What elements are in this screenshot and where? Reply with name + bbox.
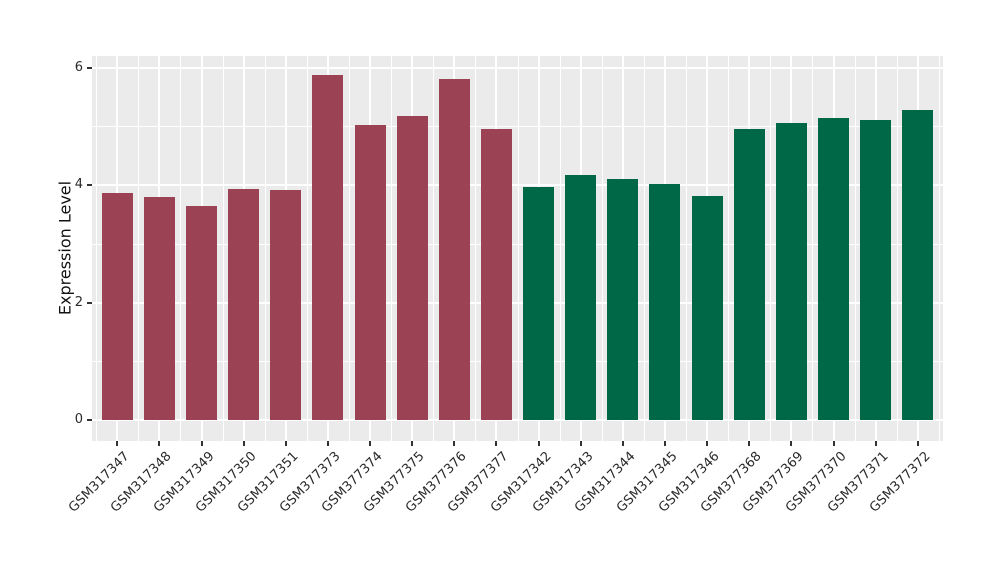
gridline-minor-vertical xyxy=(643,56,645,441)
gridline-minor-vertical xyxy=(433,56,435,441)
x-axis-tick xyxy=(242,441,245,446)
gridline-minor-vertical xyxy=(812,56,814,441)
gridline-minor-vertical xyxy=(770,56,772,441)
gridline-major-horizontal xyxy=(92,301,943,304)
gridline-minor-vertical xyxy=(728,56,730,441)
gridline-minor-vertical xyxy=(854,56,856,441)
gridline-minor-vertical xyxy=(686,56,688,441)
x-axis-tick xyxy=(495,441,498,446)
gridline-minor-vertical xyxy=(306,56,308,441)
gridline-minor-vertical xyxy=(391,56,393,441)
y-axis-tick xyxy=(87,184,92,186)
bar-GSM317350 xyxy=(228,188,260,420)
bar-GSM317351 xyxy=(270,190,302,420)
gridline-minor-vertical xyxy=(96,56,98,441)
gridline-minor-vertical xyxy=(349,56,350,441)
gridline-minor-horizontal xyxy=(92,126,943,128)
gridline-major-horizontal xyxy=(92,419,943,421)
x-axis-tick xyxy=(621,441,624,446)
x-axis-tick xyxy=(537,441,540,446)
x-axis-tick xyxy=(663,441,666,446)
gridline-minor-horizontal xyxy=(92,243,943,245)
bar-GSM317348 xyxy=(143,197,175,420)
gridline-major-horizontal xyxy=(92,66,943,69)
bar-GSM377371 xyxy=(860,120,892,420)
bar-GSM377374 xyxy=(354,125,386,420)
bar-GSM317346 xyxy=(691,195,723,420)
bar-GSM317349 xyxy=(186,206,218,420)
bar-GSM377372 xyxy=(902,109,934,420)
x-axis-tick xyxy=(116,441,119,446)
bar-GSM377375 xyxy=(396,116,428,420)
gridline-minor-vertical xyxy=(138,56,140,441)
x-axis-tick xyxy=(326,441,329,446)
y-tick-label: 6 xyxy=(74,59,83,75)
bar-GSM317342 xyxy=(523,187,555,420)
bar-GSM377377 xyxy=(480,128,512,420)
x-axis-tick xyxy=(369,441,372,446)
x-axis-tick xyxy=(453,441,456,446)
bar-GSM317343 xyxy=(565,175,597,420)
x-axis-tick xyxy=(579,441,582,446)
x-axis-tick xyxy=(832,441,835,446)
bar-GSM377373 xyxy=(312,74,344,420)
bar-GSM317344 xyxy=(607,179,639,420)
y-axis-tick xyxy=(87,419,92,421)
x-axis-tick xyxy=(284,441,287,446)
x-axis-tick xyxy=(706,441,709,446)
chart-panel xyxy=(92,56,943,441)
y-tick-label: 0 xyxy=(74,412,83,427)
y-tick-label: 2 xyxy=(74,294,83,310)
bar-GSM377369 xyxy=(775,122,807,420)
bar-GSM377376 xyxy=(438,78,470,420)
gridline-major-horizontal xyxy=(92,184,943,186)
gridline-minor-vertical xyxy=(517,56,519,441)
bar-GSM377368 xyxy=(733,128,765,420)
gridline-minor-vertical xyxy=(475,56,477,441)
x-axis-tick xyxy=(200,441,203,446)
gridline-minor-vertical xyxy=(180,56,182,441)
y-axis-tick xyxy=(87,66,92,69)
bar-GSM317345 xyxy=(649,183,681,420)
gridline-minor-vertical xyxy=(601,56,603,441)
gridline-minor-vertical xyxy=(222,56,224,441)
y-tick-label: 4 xyxy=(74,177,83,192)
bar-GSM317347 xyxy=(101,192,133,420)
bar-GSM377370 xyxy=(818,118,849,420)
x-axis-tick xyxy=(158,441,161,446)
x-axis-tick xyxy=(790,441,793,446)
gridline-minor-horizontal xyxy=(92,361,943,363)
x-axis-tick xyxy=(874,441,877,446)
gridline-minor-vertical xyxy=(264,56,266,441)
gridline-minor-vertical xyxy=(938,56,940,441)
y-axis-tick xyxy=(87,301,92,304)
x-axis-tick xyxy=(916,441,919,446)
x-axis-tick xyxy=(411,441,414,446)
gridline-minor-vertical xyxy=(559,56,561,441)
x-axis-tick xyxy=(748,441,751,446)
gridline-minor-vertical xyxy=(896,56,898,441)
